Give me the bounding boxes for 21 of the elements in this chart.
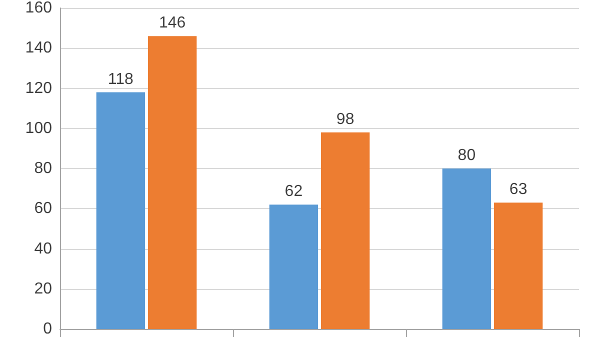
y-tick-label: 100 (25, 120, 52, 137)
y-tick-label: 40 (34, 240, 52, 258)
y-tick-label: 160 (25, 0, 52, 16)
y-tick-label: 0 (43, 320, 52, 337)
y-tick-label: 60 (34, 200, 52, 218)
bar (442, 168, 492, 329)
data-label: 80 (458, 147, 476, 164)
bar (96, 92, 146, 329)
bar (320, 132, 370, 329)
data-label: 62 (284, 183, 303, 200)
data-label: 63 (509, 181, 528, 198)
bar (494, 202, 543, 329)
y-tick-label: 140 (25, 40, 52, 57)
y-tick-label: 120 (25, 80, 52, 97)
data-label: 146 (158, 14, 186, 32)
data-label: 98 (336, 110, 354, 128)
bar (148, 36, 197, 329)
data-label: 118 (108, 70, 134, 88)
y-tick-label: 20 (34, 280, 52, 298)
bar (269, 204, 318, 329)
y-tick-label: 80 (34, 160, 52, 177)
